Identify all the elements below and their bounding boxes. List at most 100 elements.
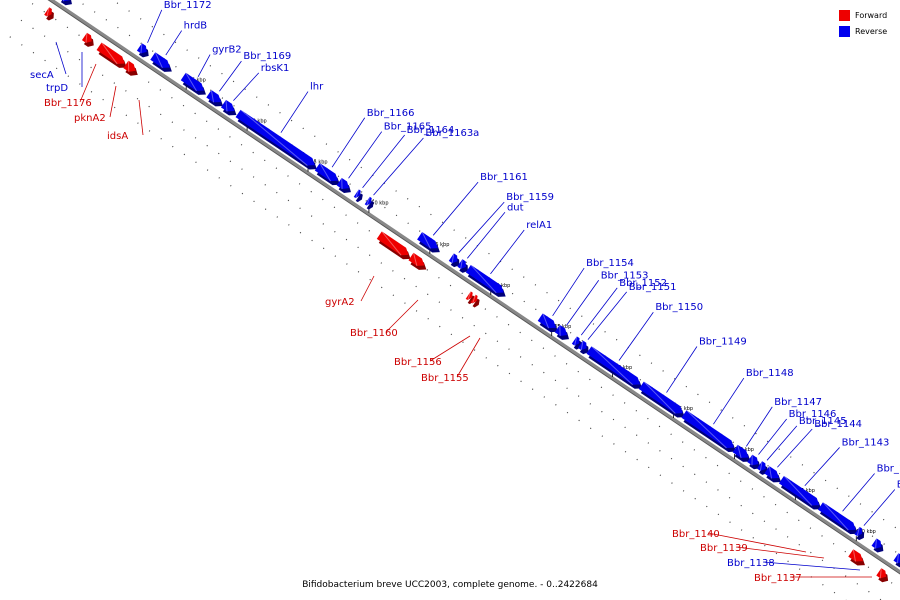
- gene-arrow-highlight: [240, 109, 308, 166]
- gene-arrow: [854, 526, 863, 537]
- gene-Bbr_1149[interactable]: [638, 381, 685, 418]
- leader-line: [666, 346, 698, 393]
- gene-label-Bbr_1172: Bbr_1172: [164, 0, 212, 11]
- gene-arrow-side: [472, 298, 480, 308]
- gene-Bbr_1159[interactable]: [448, 253, 460, 268]
- gene-Bbr_1166[interactable]: [314, 162, 340, 186]
- leader-line: [233, 72, 260, 101]
- gene-pknA2[interactable]: [96, 42, 127, 68]
- leader-line: [758, 418, 787, 455]
- gene-Bbr_1152[interactable]: [571, 336, 582, 350]
- gene-Bbr_1165[interactable]: [336, 177, 351, 193]
- gene-arrow-highlight: [574, 336, 578, 346]
- gene-label-Bbr_1165: Bbr_1165: [384, 122, 432, 133]
- gene-arrow: [764, 466, 780, 479]
- gene-gyrA2[interactable]: [376, 231, 411, 260]
- leader-line: [762, 561, 861, 571]
- gene-arrow: [757, 461, 766, 471]
- leader-line: [804, 447, 840, 487]
- gene-idsA[interactable]: [123, 60, 138, 76]
- gene-arrow: [353, 189, 361, 199]
- gene-Bbr_1163a[interactable]: [364, 196, 374, 210]
- guide-line: [9, 36, 847, 600]
- gene-features: [44, 0, 900, 583]
- gene-arrow: [457, 259, 466, 269]
- gene-label-Bbr_1166: Bbr_1166: [367, 108, 415, 119]
- leader-line: [566, 280, 600, 326]
- gene-Bbr_1176[interactable]: [81, 32, 94, 47]
- gene-Bbr_1160[interactable]: [408, 252, 427, 270]
- gene-arrow: [681, 410, 734, 449]
- gene-dut[interactable]: [457, 259, 468, 273]
- gene-Bbr_1137[interactable]: [876, 568, 889, 583]
- gene-arrow: [81, 32, 92, 43]
- gene-label-Bbr_1144: Bbr_1144: [814, 419, 862, 430]
- gene-Bbr_1154[interactable]: [537, 313, 559, 333]
- tick-label: 1450 kbp: [365, 201, 389, 207]
- leader-line: [360, 275, 375, 302]
- gene-label-Bbr_1137: Bbr_1137: [754, 573, 802, 584]
- legend-forward-swatch: [839, 10, 850, 21]
- gene-Bbr_1164[interactable]: [353, 189, 363, 203]
- gene-arrow-side: [60, 0, 72, 6]
- genome-axis: [47, 0, 900, 575]
- gene-Bbr_1142[interactable]: [817, 501, 858, 535]
- gene-arrow-highlight: [46, 7, 50, 17]
- gene-Bbr_1169[interactable]: [206, 89, 224, 107]
- leader-line: [373, 137, 424, 196]
- gene-gyrB2[interactable]: [180, 72, 206, 95]
- leader-line: [735, 546, 825, 559]
- gene-arrow: [206, 90, 222, 103]
- gene-arrow-highlight: [185, 72, 197, 92]
- tick-label: 1455 kbp: [304, 160, 328, 166]
- gene-Bbr_1151[interactable]: [577, 340, 589, 355]
- gene-labels: plsC2Bbr_1172hrdBgyrB2Bbr_1169rbsK1lhrBb…: [30, 0, 900, 584]
- gene-plsC2[interactable]: [59, 0, 72, 6]
- gene-arrow: [136, 43, 147, 54]
- gene-Bbr_1153[interactable]: [554, 324, 570, 340]
- gene-label-Bbr_1160: Bbr_1160: [350, 328, 398, 339]
- gene-arrow: [876, 568, 887, 579]
- legend-reverse-label: Reverse: [855, 27, 887, 36]
- gene-label-Bbr_1146: Bbr_1146: [789, 409, 837, 420]
- gene-Bbr_1172[interactable]: [136, 43, 149, 58]
- leader-line: [766, 425, 798, 461]
- gene-hrdB[interactable]: [150, 52, 172, 72]
- gene-trpD[interactable]: [44, 7, 54, 21]
- gene-relA1[interactable]: [465, 264, 506, 297]
- gene-rbsK1[interactable]: [220, 99, 237, 116]
- gene-Bbr_1141[interactable]: [854, 526, 865, 541]
- gene-arrow-highlight: [470, 264, 497, 294]
- gene-arrow: [314, 163, 338, 182]
- gene-Bbr_1148[interactable]: [681, 409, 736, 453]
- gene-label-Bbr_1154: Bbr_1154: [586, 258, 634, 269]
- gene-Bbr_1147[interactable]: [732, 444, 751, 462]
- gene-Bbr_1146[interactable]: [747, 454, 761, 470]
- gene-arrow-highlight: [737, 444, 742, 459]
- gene-arrow-highlight: [686, 409, 727, 449]
- gene-label-Bbr_1139: Bbr_1139: [700, 543, 748, 554]
- leader-line: [385, 299, 419, 333]
- gene-arrow-highlight: [381, 231, 402, 256]
- gene-label-Bbr_1145: Bbr_1145: [799, 416, 847, 427]
- gene-lhr[interactable]: [235, 109, 317, 170]
- gene-Bbr_1150[interactable]: [586, 345, 643, 389]
- gene-Bbr_1161[interactable]: [417, 231, 440, 253]
- leader-line: [467, 211, 506, 259]
- gene-Bbr_1143[interactable]: [778, 475, 822, 510]
- gene-Bbr_1139[interactable]: [848, 549, 865, 566]
- gene-label-Bbr_1148: Bbr_1148: [746, 368, 794, 379]
- gene-label-Bbr_1149: Bbr_1149: [699, 336, 747, 347]
- gene-arrow-highlight: [759, 461, 763, 471]
- gene-Bbr_1140[interactable]: [871, 538, 884, 553]
- gene-arrow-highlight: [355, 189, 360, 199]
- gene-label-Bbr_1159: Bbr_1159: [506, 192, 554, 203]
- gene-label-secA: secA: [30, 70, 54, 81]
- gene-arrow-highlight: [580, 340, 584, 351]
- gene-Bbr_1138[interactable]: [893, 553, 900, 568]
- gene-arrow-highlight: [101, 42, 118, 65]
- gene-Bbr_1144[interactable]: [764, 465, 782, 483]
- gene-Bbr_1155[interactable]: [470, 294, 480, 308]
- leader-line: [331, 117, 366, 168]
- gene-arrow-highlight: [421, 231, 431, 249]
